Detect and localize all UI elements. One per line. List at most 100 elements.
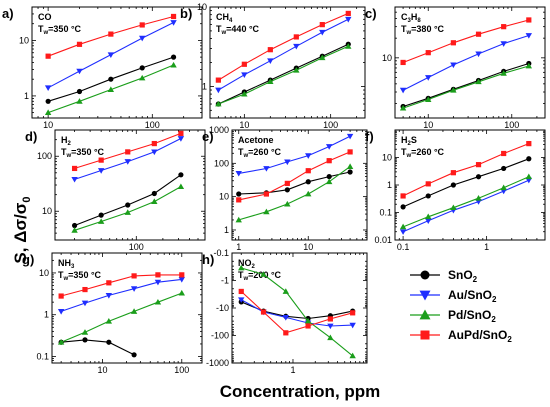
series-line xyxy=(402,34,529,91)
data-point xyxy=(263,191,269,197)
series-line xyxy=(60,278,182,312)
series-pd-sno2 xyxy=(57,289,185,345)
panel-gas-label: NO2 xyxy=(238,258,256,270)
data-point xyxy=(425,96,432,102)
x-tick-label: 10 xyxy=(239,120,249,130)
data-point xyxy=(151,190,157,197)
data-point xyxy=(425,181,431,187)
series-line xyxy=(240,301,353,320)
series-line xyxy=(74,186,182,231)
data-point xyxy=(425,50,431,56)
data-point xyxy=(501,24,507,30)
data-point xyxy=(177,183,185,190)
data-point xyxy=(130,308,138,314)
legend-label: SnO2 xyxy=(448,268,478,284)
data-point xyxy=(327,323,334,330)
data-point xyxy=(236,191,242,197)
data-point xyxy=(450,62,457,69)
series-au-sno2 xyxy=(44,20,177,92)
panel-1: 10 100 1 10 a) CO Tw=350 °C xyxy=(2,6,203,130)
data-point xyxy=(475,78,482,85)
legend-marker xyxy=(419,309,431,320)
data-point xyxy=(399,87,407,94)
data-point xyxy=(151,140,157,147)
y-tick-label: 10 xyxy=(219,192,229,202)
data-point xyxy=(131,352,137,358)
data-point xyxy=(170,20,177,26)
data-point xyxy=(319,22,325,28)
y-tick-label: 10 xyxy=(382,153,392,163)
panel-temp-label: Tw=260 °C xyxy=(401,147,445,159)
data-point xyxy=(106,280,112,286)
series-au-sno2 xyxy=(399,33,533,94)
data-point xyxy=(238,288,244,295)
data-point xyxy=(215,77,221,83)
data-point xyxy=(326,173,332,180)
data-point xyxy=(154,298,162,305)
data-point xyxy=(305,153,312,159)
legend-entry: AuPd/SnO2 xyxy=(410,328,512,344)
x-tick-label: 10 xyxy=(303,242,313,252)
panel-gas-label: Acetone xyxy=(238,135,274,145)
data-point xyxy=(131,273,137,279)
series-line xyxy=(218,12,349,81)
data-point xyxy=(71,222,78,229)
data-point xyxy=(263,208,270,215)
legend-marker xyxy=(419,290,431,301)
series-line xyxy=(240,290,353,334)
data-point xyxy=(178,289,185,296)
x-tick-label: 10 xyxy=(98,365,108,375)
series-line xyxy=(240,299,353,327)
series-aupd-sno2 xyxy=(400,17,532,66)
series-au-sno2 xyxy=(238,297,356,330)
data-point xyxy=(500,41,507,47)
data-point xyxy=(283,330,289,336)
data-point xyxy=(450,182,456,188)
series-au-sno2 xyxy=(399,177,533,235)
data-point xyxy=(400,193,406,199)
series-aupd-sno2 xyxy=(238,288,356,336)
data-point xyxy=(58,293,64,299)
data-point xyxy=(263,166,270,172)
data-point xyxy=(525,177,533,184)
data-point xyxy=(346,133,354,140)
data-point xyxy=(525,173,533,180)
data-point xyxy=(151,198,158,204)
data-point xyxy=(349,352,356,359)
data-point xyxy=(81,300,89,307)
x-tick-label: 0.1 xyxy=(397,242,410,252)
data-point xyxy=(305,168,311,174)
y-tick-label: 0.1 xyxy=(36,352,49,362)
series-pd-sno2 xyxy=(238,264,356,359)
panel-letter: c) xyxy=(365,6,377,21)
series-pd-sno2 xyxy=(399,173,533,230)
series-au-sno2 xyxy=(215,16,352,94)
data-point xyxy=(475,51,482,58)
panel-temp-label: Tw=350 °C xyxy=(58,270,102,282)
data-point xyxy=(82,286,88,293)
data-point xyxy=(170,54,177,60)
data-point xyxy=(170,61,177,68)
y-tick-label: 1 xyxy=(24,91,29,101)
legend-entry: SnO2 xyxy=(410,268,478,284)
panel-gas-label: NH3 xyxy=(58,258,75,270)
series-pd-sno2 xyxy=(44,61,177,116)
legend-label: AuPd/SnO2 xyxy=(448,328,512,344)
series-aupd-sno2 xyxy=(58,272,185,299)
data-point xyxy=(178,130,184,137)
panel-temp-label: Tw=440 °C xyxy=(216,24,260,36)
data-point xyxy=(293,43,300,50)
y-axis-title-main: S, Δσ/σ xyxy=(11,202,30,263)
series-line xyxy=(402,19,529,64)
series-line xyxy=(74,138,182,180)
data-point xyxy=(107,86,115,92)
series-pd-sno2 xyxy=(235,163,354,223)
y-tick-label: 0.1 xyxy=(379,208,392,218)
x-tick-label: 10 xyxy=(43,120,53,130)
series-au-sno2 xyxy=(71,136,185,183)
series-line xyxy=(218,45,349,105)
data-point xyxy=(500,70,507,76)
